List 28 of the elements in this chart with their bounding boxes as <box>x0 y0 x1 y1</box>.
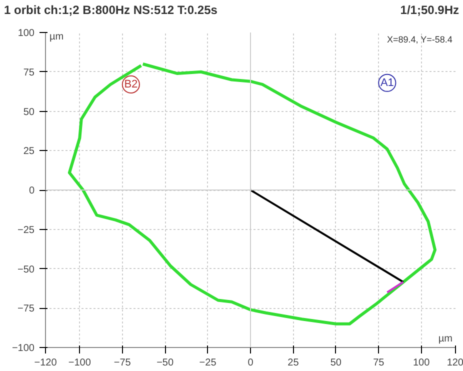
y-axis-title: µm <box>50 32 64 42</box>
annotation: B2 <box>124 78 138 90</box>
y-tick-label: 100 <box>18 28 35 39</box>
x-tick-label: −50 <box>156 358 174 368</box>
x-tick-label: 120 <box>446 358 463 368</box>
y-tick-label: −50 <box>18 264 35 276</box>
line-series <box>68 62 436 326</box>
x-axis-title: µm <box>438 334 452 344</box>
y-tick-label: −100 <box>12 343 35 354</box>
chart-title: 1 orbit ch:1;2 B:800Hz NS:512 T:0.25s <box>4 3 218 17</box>
annotation: X=89.4, Y=-58.4 <box>386 34 452 44</box>
x-tick-label: −25 <box>199 358 217 368</box>
x-tick-label: −100 <box>68 358 92 368</box>
y-tick-label: −25 <box>18 224 35 236</box>
x-tick-label: −120 <box>34 358 58 368</box>
y-tick-label: 75 <box>23 67 35 78</box>
y-tick-label: 50 <box>23 106 35 118</box>
x-tick-label: −75 <box>114 358 132 368</box>
x-tick-label: 100 <box>412 358 430 368</box>
y-tick-label: 0 <box>28 186 35 196</box>
annotation: A1 <box>380 76 394 89</box>
chart-subtitle: 1/1;50.9Hz <box>400 3 459 17</box>
x-tick-label: 25 <box>288 358 300 368</box>
y-tick-label: 25 <box>23 146 35 158</box>
x-tick-label: 0 <box>248 358 254 368</box>
x-tick-label: 75 <box>373 358 385 368</box>
y-tick-label: −75 <box>18 304 35 315</box>
x-tick-label: 50 <box>330 358 342 368</box>
